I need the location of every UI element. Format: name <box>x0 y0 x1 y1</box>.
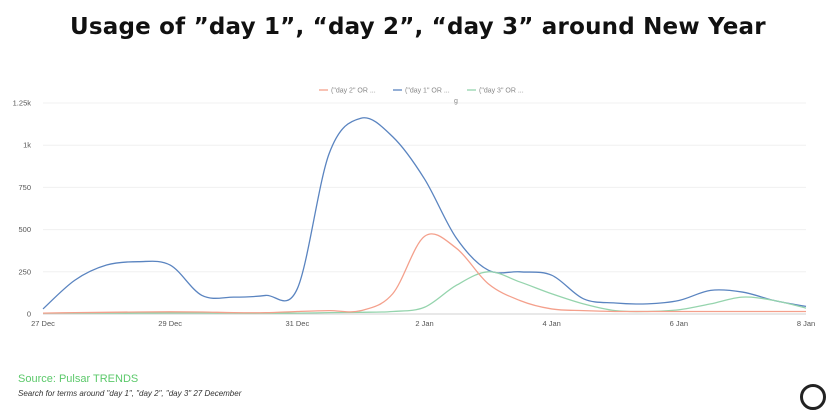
x-axis-ticks: 27 Dec 29 Dec 31 Dec 2 Jan 4 Jan 6 Jan 8 Jan <box>31 319 815 328</box>
legend-label: ("day 1" OR ... <box>405 88 450 95</box>
series-line-2 <box>42 117 807 310</box>
line-chart: 0 250 500 750 1k 1.25k 27 Dec 29 Dec 31 Dec 2 Ja… <box>13 88 816 329</box>
legend[interactable]: ("day 2" OR ... ("day 1" OR ... ("day 3" O… <box>319 88 524 106</box>
x-tick-label: 2 Jan <box>415 319 433 328</box>
y-tick-label: 750 <box>18 183 31 192</box>
y-tick-label: 250 <box>18 267 31 276</box>
y-axis-ticks: 0 250 500 750 1k 1.25k <box>13 99 32 319</box>
series-lines <box>42 117 807 314</box>
y-tick-label: 1.25k <box>13 99 32 108</box>
series-line-3 <box>42 271 807 314</box>
x-tick-label: 6 Jan <box>670 319 688 328</box>
legend-label: ("day 3" OR ... <box>479 88 524 95</box>
series-line-1 <box>42 233 806 314</box>
x-tick-label: 4 Jan <box>542 319 560 328</box>
gridlines <box>43 102 806 315</box>
legend-label: ("day 2" OR ... <box>331 88 376 95</box>
y-tick-label: 1k <box>23 141 31 150</box>
source-label: Source: Pulsar TRENDS <box>18 373 139 385</box>
legend-extra-label: g <box>454 98 458 105</box>
y-tick-label: 0 <box>27 310 31 319</box>
chart-description: Search for terms around "day 1", "day 2"… <box>18 389 242 398</box>
x-tick-label: 31 Dec <box>285 319 309 328</box>
x-tick-label: 8 Jan <box>797 319 815 328</box>
x-tick-label: 27 Dec <box>31 319 55 328</box>
chart-title: Usage of ”day 1”, “day 2”, “day 3” aroun… <box>70 14 766 40</box>
x-tick-label: 29 Dec <box>158 319 182 328</box>
y-tick-label: 500 <box>18 225 31 234</box>
logo-icon <box>800 384 826 410</box>
